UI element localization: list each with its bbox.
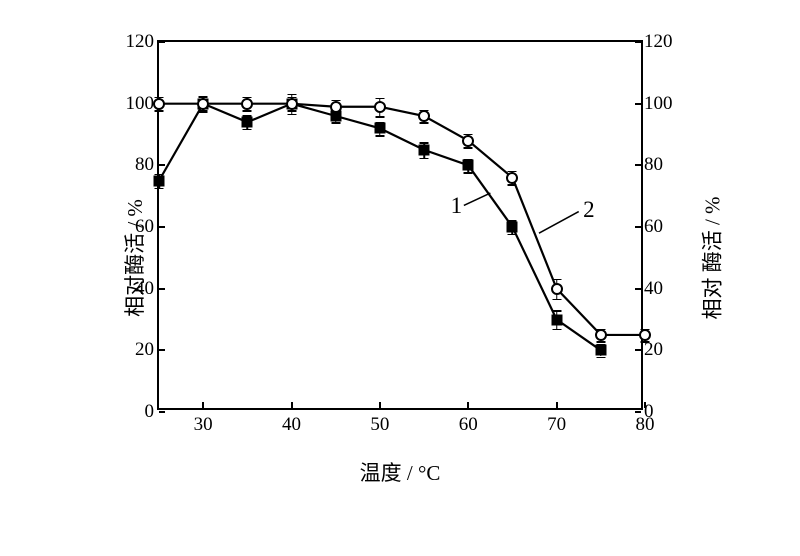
circle-marker bbox=[153, 98, 165, 110]
y-tick-right bbox=[635, 288, 641, 290]
y-tick-right bbox=[635, 411, 641, 413]
circle-marker bbox=[241, 98, 253, 110]
y-tick-label-right: 120 bbox=[644, 31, 689, 53]
y-tick-left bbox=[159, 288, 165, 290]
y-tick-left bbox=[159, 164, 165, 166]
circle-marker bbox=[506, 172, 518, 184]
series-annotation-2: 2 bbox=[583, 197, 595, 223]
square-marker bbox=[507, 222, 518, 233]
circle-marker bbox=[330, 101, 342, 113]
y-tick-left bbox=[159, 41, 165, 43]
x-tick-label: 30 bbox=[183, 414, 223, 436]
x-tick bbox=[556, 402, 558, 408]
y-tick-right bbox=[635, 164, 641, 166]
circle-marker bbox=[374, 101, 386, 113]
series-annotation-1: 1 bbox=[451, 193, 463, 219]
circle-marker bbox=[418, 110, 430, 122]
square-marker bbox=[419, 144, 430, 155]
y-tick-left bbox=[159, 411, 165, 413]
line-layer bbox=[159, 42, 645, 412]
square-marker bbox=[463, 160, 474, 171]
circle-marker bbox=[551, 283, 563, 295]
series-line-2 bbox=[159, 104, 645, 335]
y-left-title: 相对酶活 / % bbox=[119, 199, 149, 317]
circle-marker bbox=[595, 329, 607, 341]
x-tick bbox=[291, 402, 293, 408]
y-tick-label-right: 40 bbox=[644, 278, 689, 300]
y-tick-label-right: 60 bbox=[644, 216, 689, 238]
x-tick bbox=[202, 402, 204, 408]
x-tick-label: 50 bbox=[360, 414, 400, 436]
y-tick-label-left: 100 bbox=[114, 93, 154, 115]
y-tick-right bbox=[635, 103, 641, 105]
square-marker bbox=[154, 175, 165, 186]
y-tick-label-right: 100 bbox=[644, 93, 689, 115]
y-tick-right bbox=[635, 41, 641, 43]
y-tick-label-left: 20 bbox=[114, 339, 154, 361]
square-marker bbox=[595, 345, 606, 356]
square-marker bbox=[551, 314, 562, 325]
x-tick-label: 40 bbox=[272, 414, 312, 436]
circle-marker bbox=[462, 135, 474, 147]
y-tick-label-right: 0 bbox=[644, 401, 689, 423]
y-tick-label-left: 0 bbox=[114, 401, 154, 423]
x-tick bbox=[379, 402, 381, 408]
y-right-title: 相对 酶活 / % bbox=[696, 196, 726, 319]
y-tick-left bbox=[159, 226, 165, 228]
circle-marker bbox=[197, 98, 209, 110]
square-marker bbox=[374, 123, 385, 134]
y-tick-label-right: 20 bbox=[644, 339, 689, 361]
y-tick-right bbox=[635, 349, 641, 351]
series-line-1 bbox=[159, 104, 601, 351]
plot-area: 3040506070800204060801001200204060801001… bbox=[157, 40, 643, 410]
x-tick-label: 70 bbox=[537, 414, 577, 436]
y-tick-label-left: 120 bbox=[114, 31, 154, 53]
circle-marker bbox=[286, 98, 298, 110]
x-title: 温度 / °C bbox=[360, 457, 441, 487]
circle-marker bbox=[639, 329, 651, 341]
chart-container: 3040506070800204060801001200204060801001… bbox=[95, 30, 705, 485]
x-tick bbox=[467, 402, 469, 408]
x-tick-label: 60 bbox=[448, 414, 488, 436]
y-tick-left bbox=[159, 349, 165, 351]
y-tick-right bbox=[635, 226, 641, 228]
y-tick-label-right: 80 bbox=[644, 154, 689, 176]
y-tick-label-left: 80 bbox=[114, 154, 154, 176]
square-marker bbox=[242, 117, 253, 128]
